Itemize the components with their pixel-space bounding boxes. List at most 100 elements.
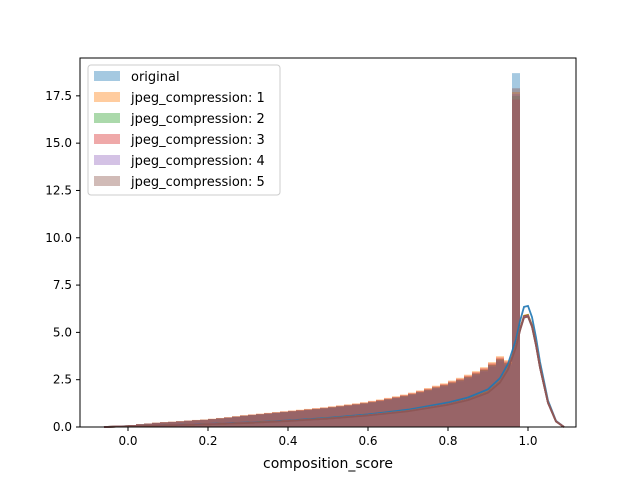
y-axis-ticks: 0.0 2.5 5.0 7.5 10.0 12.5 15.0 17.5 <box>45 89 80 434</box>
histogram-bar <box>504 360 512 427</box>
histogram-bar <box>288 411 296 427</box>
legend-swatch <box>94 155 120 165</box>
histogram-bar <box>456 381 464 427</box>
histogram-bar <box>504 363 512 427</box>
histogram-bar <box>232 416 240 427</box>
histogram-bar <box>496 359 504 427</box>
histogram-bar <box>264 413 272 427</box>
legend-label: jpeg_compression: 1 <box>130 91 265 106</box>
histogram-bar <box>272 413 280 427</box>
histogram-bar <box>464 378 472 427</box>
histogram-bar <box>488 362 496 427</box>
histogram-bar <box>512 99 520 427</box>
histogram-bar <box>448 382 456 427</box>
histogram-bar <box>456 379 464 427</box>
histogram-bar <box>248 414 256 427</box>
histogram-bar <box>272 412 280 427</box>
histogram-bar <box>256 414 264 427</box>
histogram-bar <box>496 360 504 427</box>
histogram-bar <box>232 417 240 427</box>
histogram-bar <box>480 370 488 427</box>
histogram-bar <box>448 383 456 427</box>
histogram-bar <box>464 375 472 427</box>
histogram-bar <box>480 370 488 427</box>
histogram-bar <box>464 377 472 427</box>
histogram-bar <box>296 410 304 427</box>
histogram-bar <box>472 375 480 427</box>
histogram-bar <box>480 368 488 427</box>
legend-label: jpeg_compression: 2 <box>130 112 265 127</box>
histogram-bar <box>224 417 232 427</box>
histogram-bar <box>472 373 480 427</box>
histogram-bar <box>512 93 520 427</box>
histogram-bar <box>296 410 304 427</box>
x-tick-label: 0.0 <box>118 434 137 448</box>
histogram-bar <box>240 415 248 427</box>
histogram-bar <box>464 377 472 427</box>
y-tick-label: 12.5 <box>45 183 72 197</box>
y-tick-label: 5.0 <box>53 325 72 339</box>
histogram-bar <box>488 363 496 427</box>
histogram-bar <box>304 409 312 427</box>
histogram-bar <box>456 380 464 427</box>
histogram-bar <box>240 415 248 427</box>
histogram-bar <box>224 417 232 427</box>
histogram-bar <box>288 410 296 427</box>
histogram-bar <box>480 369 488 427</box>
histogram-bar <box>504 363 512 427</box>
histogram-bar <box>280 411 288 427</box>
histogram-bar <box>304 408 312 427</box>
histogram-bar <box>256 413 264 427</box>
histogram-bar <box>232 416 240 427</box>
histogram-bar <box>512 88 520 428</box>
kde-curves <box>103 304 565 428</box>
histogram-bar <box>232 416 240 427</box>
histogram-bar <box>456 380 464 427</box>
histogram-bar <box>224 417 232 427</box>
histogram-bar <box>496 357 504 427</box>
histogram-bar <box>264 413 272 427</box>
histogram-bar <box>488 364 496 427</box>
histogram-bar <box>480 367 488 427</box>
legend-box <box>87 64 281 196</box>
histogram-bar <box>496 361 504 427</box>
histogram-bar <box>256 414 264 427</box>
histogram-bar <box>440 386 448 427</box>
histogram-bar <box>472 374 480 427</box>
y-tick-label: 17.5 <box>45 89 72 103</box>
histogram-bar <box>424 391 432 427</box>
legend-swatch <box>94 71 120 81</box>
legend-label: original <box>131 70 180 85</box>
legend-label: jpeg_compression: 4 <box>130 154 265 169</box>
kde-line <box>103 315 565 428</box>
histogram-bar <box>264 413 272 427</box>
histogram-bar <box>248 415 256 427</box>
histogram-bar <box>512 73 520 427</box>
legend-swatch <box>94 134 120 144</box>
histogram-bar <box>288 411 296 427</box>
histogram-bar <box>472 371 480 427</box>
histogram-bar <box>488 365 496 427</box>
histogram-bar <box>216 417 224 427</box>
histogram-bar <box>272 412 280 427</box>
histogram-bar <box>240 415 248 427</box>
histogram-bar <box>264 413 272 427</box>
legend-label: jpeg_compression: 5 <box>130 175 265 190</box>
y-tick-label: 15.0 <box>45 136 72 150</box>
legend-swatch <box>94 92 120 102</box>
legend-label: jpeg_compression: 3 <box>130 133 265 148</box>
histogram-bar <box>472 373 480 427</box>
histogram-bar <box>216 418 224 427</box>
histogram-bar <box>296 409 304 427</box>
histogram-bar <box>256 414 264 427</box>
histogram-bar <box>504 365 512 427</box>
histogram-bar <box>272 412 280 427</box>
x-tick-label: 1.0 <box>518 434 537 448</box>
histogram-bar <box>240 416 248 427</box>
legend-swatch <box>94 113 120 123</box>
histogram-bar <box>208 418 216 427</box>
histogram-bar <box>280 411 288 427</box>
histogram-bar <box>248 415 256 427</box>
histogram-bar <box>512 92 520 428</box>
